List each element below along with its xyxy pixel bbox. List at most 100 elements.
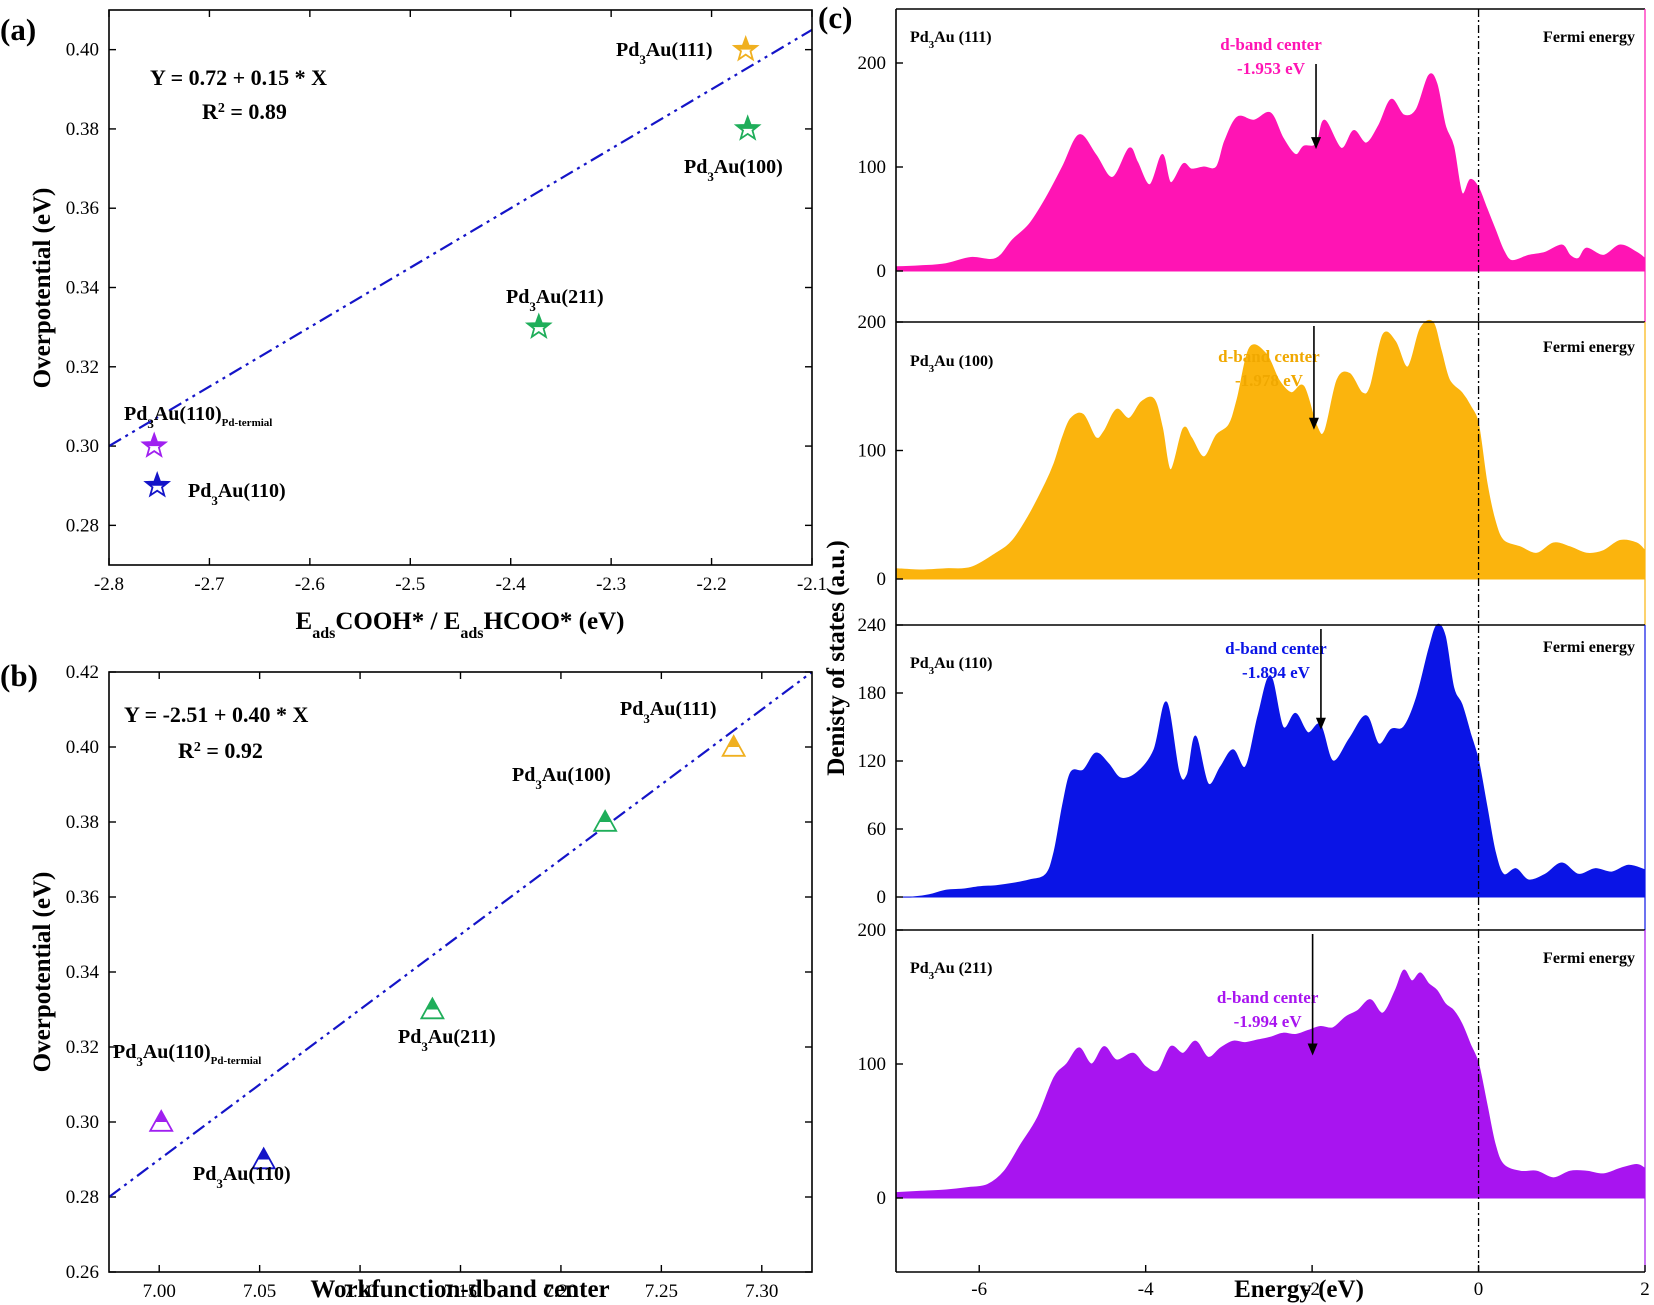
dos-dband-arrowhead-1 (1308, 417, 1319, 430)
panel-a: (a) -2.8 -2.7 -2.6 -2.5 -2.4 -2.3 -2.2 -2.1 0.28… (0, 9, 827, 642)
panel-b-xtick-label: 7.10 (343, 1281, 376, 1302)
panel-c-subpanels: 0 100 200 Pd3Au (111) Fermi energy d-band cen… (858, 8, 1646, 1272)
panel-b-label-pd3au110-pdterm: Pd3Au(110)Pd-termial (113, 1041, 261, 1069)
panel-a-ytick-label: 0.40 (66, 40, 99, 61)
panel-b-point (251, 1146, 277, 1170)
panel-b-point (721, 734, 747, 757)
panel-b-ticks: 7.00 7.05 7.10 7.15 7.20 7.25 7.30 0.26 0.28 0.30… (66, 662, 812, 1302)
dos-ytick-label-1: 200 (858, 312, 887, 333)
dos-xtick-label: 2 (1640, 1279, 1650, 1300)
dos-ytick-label-2: 120 (858, 751, 887, 772)
panel-b-label-pd3au110: Pd3Au(110) (193, 1163, 291, 1191)
panel-b-ytick-label: 0.32 (66, 1037, 99, 1058)
panel-a-fit-layer (108, 28, 813, 448)
panel-b-plot-frame (108, 671, 813, 1273)
panel-a-xtick-label: -2.4 (496, 574, 527, 595)
panel-a-point (143, 471, 172, 498)
dos-dband-title-1: d-band center (1218, 347, 1320, 366)
panel-c-xlabel: Energy (eV) (1234, 1276, 1364, 1303)
panel-a-xtick-label: -2.1 (797, 574, 827, 595)
dos-xtick-label: 0 (1474, 1279, 1484, 1300)
panel-a-xtick-label: -2.7 (194, 574, 224, 595)
dos-ytick-label-0: 100 (858, 157, 887, 178)
dos-surface-label-3: Pd3Au (211) (910, 960, 992, 982)
panel-a-ticks: -2.8 -2.7 -2.6 -2.5 -2.4 -2.3 -2.2 -2.1 0.28 0.30… (66, 10, 827, 595)
dos-xtick-label: -4 (1138, 1279, 1154, 1300)
panel-b-xtick-label: 7.25 (645, 1281, 678, 1302)
panel-b-fit-line (108, 671, 813, 1198)
dos-surface-label-1: Pd3Au (100) (910, 353, 993, 375)
panel-b-point (419, 996, 445, 1020)
panel-b-ytick-label: 0.38 (66, 812, 99, 833)
dos-fermi-label-2: Fermi energy (1543, 639, 1635, 656)
panel-a-ytick-label: 0.38 (66, 119, 99, 140)
panel-b-ytick-label: 0.36 (66, 887, 99, 908)
panel-a-label-pd3au110: Pd3Au(110) (188, 480, 286, 508)
panel-b-ytick-label: 0.30 (66, 1112, 99, 1133)
dos-dband-value-3: -1.994 eV (1234, 1012, 1303, 1031)
dos-area-1 (895, 319, 1646, 580)
dos-ytick-label-2: 0 (877, 887, 887, 908)
panel-a-label-pd3au110-pdterm: Pd3Au(110)Pd-termial (124, 403, 272, 431)
dos-ytick-label-1: 100 (858, 441, 887, 462)
panel-a-label: (a) (0, 12, 36, 47)
dos-ytick-label-2: 60 (867, 819, 886, 840)
panel-a-ylabel: Overpotential (eV) (29, 188, 56, 389)
panel-a-label-pd3au111: Pd3Au(111) (616, 39, 713, 67)
dos-xtick-label: -6 (971, 1279, 987, 1300)
dos-ytick-label-1: 0 (877, 569, 887, 590)
dos-surface-label-0: Pd3Au (111) (910, 29, 992, 51)
dos-fermi-label-1: Fermi energy (1543, 339, 1635, 356)
panel-a-r2: R2 = 0.89 (202, 99, 287, 124)
dos-subpanel-0: 0 100 200 Pd3Au (111) Fermi energy d-band cen… (858, 8, 1646, 322)
panel-a-xtick-label: -2.5 (395, 574, 425, 595)
dos-ytick-label-3: 100 (858, 1054, 887, 1075)
dos-dband-value-2: -1.894 eV (1242, 663, 1311, 682)
panel-a-xtick-label: -2.8 (94, 574, 124, 595)
dos-ytick-label-2: 240 (858, 615, 887, 636)
panel-b-ytick-label: 0.34 (66, 962, 100, 983)
panel-c-xticks: -6 -4 -2 0 2 (896, 1265, 1650, 1300)
dos-dband-title-0: d-band center (1220, 35, 1322, 54)
panel-b: (b) 7.00 7.05 7.10 7.15 7.20 7.25 7.30 0.26 0.28… (0, 658, 813, 1303)
panel-a-xtick-label: -2.3 (596, 574, 626, 595)
panel-b-xtick-label: 7.30 (745, 1281, 778, 1302)
panel-a-xlabel: EadsCOOH* / EadsHCOO* (eV) (296, 608, 625, 642)
dos-ytick-label-3: 0 (877, 1188, 887, 1209)
panel-a-fit-line (108, 28, 813, 448)
dos-dband-value-0: -1.953 eV (1237, 59, 1306, 78)
panel-a-ytick-label: 0.32 (66, 357, 99, 378)
dos-area-2 (895, 623, 1646, 898)
panel-b-xtick-label: 7.15 (444, 1281, 477, 1302)
panel-b-ytick-label: 0.28 (66, 1187, 99, 1208)
panel-b-r2-value: = 0.92 (206, 738, 263, 763)
panel-c-ylabel: Denisty of states (a.u.) (823, 540, 850, 775)
dos-area-3 (895, 969, 1646, 1199)
dos-dband-title-2: d-band center (1225, 639, 1327, 658)
panel-c-label: (c) (818, 0, 852, 35)
panel-a-ytick-label: 0.30 (66, 436, 99, 457)
panel-b-point (592, 809, 618, 832)
panel-a-label-pd3au100: Pd3Au(100) (684, 156, 783, 184)
panel-b-label: (b) (0, 658, 38, 693)
panel-b-ytick-label: 0.42 (66, 662, 99, 683)
dos-fermi-label-0: Fermi energy (1543, 29, 1635, 46)
panel-a-xtick-label: -2.2 (697, 574, 727, 595)
dos-surface-label-2: Pd3Au (110) (910, 655, 992, 677)
dos-dband-arrowhead-0 (1311, 137, 1322, 150)
panel-b-point (148, 1109, 174, 1132)
panel-b-points (148, 734, 747, 1170)
panel-a-ytick-label: 0.36 (66, 198, 99, 219)
dos-area-0 (895, 73, 1646, 272)
panel-a-xtick-label: -2.6 (295, 574, 325, 595)
panel-b-label-pd3au111: Pd3Au(111) (620, 698, 717, 726)
dos-ytick-label-3: 200 (858, 920, 887, 941)
panel-b-fit-layer (108, 671, 813, 1198)
dos-dband-arrowhead-2 (1315, 717, 1326, 730)
panel-a-r2-value: = 0.89 (230, 99, 287, 124)
panel-b-label-pd3au100: Pd3Au(100) (512, 764, 611, 792)
panel-a-points (140, 34, 762, 498)
panel-b-ytick-label: 0.40 (66, 737, 99, 758)
panel-a-point (731, 34, 760, 62)
